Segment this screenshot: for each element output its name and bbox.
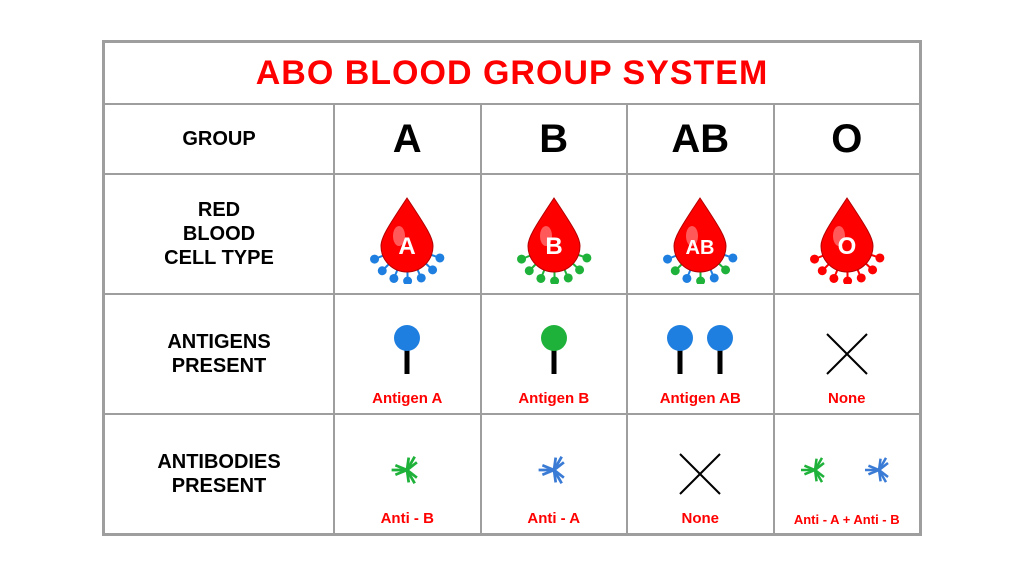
rbc-cell-AB: AB	[627, 174, 774, 294]
svg-text:A: A	[399, 233, 416, 260]
antigen-cell-O: None	[774, 294, 921, 414]
group-header-B: B	[481, 104, 628, 174]
blood-drop-icon: AB	[650, 184, 750, 284]
antibody-caption: Anti - A + Anti - B	[794, 512, 900, 527]
blood-drop-icon: B	[504, 184, 604, 284]
rbc-cell-B: B	[481, 174, 628, 294]
svg-text:B: B	[545, 233, 562, 260]
antibody-icon	[499, 434, 609, 514]
antibody-cell-B: Anti - A	[481, 414, 628, 534]
antigen-caption: None	[828, 390, 866, 407]
antibody-caption: Anti - A	[527, 510, 580, 527]
antibody-icon	[352, 434, 462, 514]
blood-drop-icon: A	[357, 184, 457, 284]
antibody-icon	[777, 434, 917, 514]
rbc-cell-A: A	[334, 174, 481, 294]
antigen-icon	[357, 316, 457, 392]
blood-drop-icon: O	[797, 184, 897, 284]
group-header-A: A	[334, 104, 481, 174]
rbc-cell-O: O	[774, 174, 921, 294]
none-cross-icon	[817, 324, 877, 384]
group-header-O: O	[774, 104, 921, 174]
blood-group-table: ABO BLOOD GROUP SYSTEM GROUP A B AB O RE…	[102, 40, 922, 536]
group-header-AB: AB	[627, 104, 774, 174]
antigen-cell-B: Antigen B	[481, 294, 628, 414]
antibody-cell-O: Anti - A + Anti - B	[774, 414, 921, 534]
antigen-caption: Antigen AB	[660, 390, 741, 407]
antigen-icon	[640, 316, 760, 392]
antigen-cell-A: Antigen A	[334, 294, 481, 414]
row-label-rbc: RED BLOOD CELL TYPE	[104, 174, 334, 294]
antibody-cell-AB: None	[627, 414, 774, 534]
antigen-cell-AB: Antigen AB	[627, 294, 774, 414]
antigen-caption: Antigen B	[518, 390, 589, 407]
row-label-group: GROUP	[104, 104, 334, 174]
row-label-antigens: ANTIGENS PRESENT	[104, 294, 334, 414]
antibody-caption: None	[682, 510, 720, 527]
svg-text:O: O	[837, 233, 856, 260]
antibody-cell-A: Anti - B	[334, 414, 481, 534]
antigen-icon	[504, 316, 604, 392]
antigen-caption: Antigen A	[372, 390, 442, 407]
antibody-caption: Anti - B	[381, 510, 434, 527]
table-title: ABO BLOOD GROUP SYSTEM	[104, 42, 920, 104]
none-cross-icon	[670, 444, 730, 504]
row-label-antibodies: ANTIBODIES PRESENT	[104, 414, 334, 534]
svg-text:AB: AB	[686, 237, 715, 259]
